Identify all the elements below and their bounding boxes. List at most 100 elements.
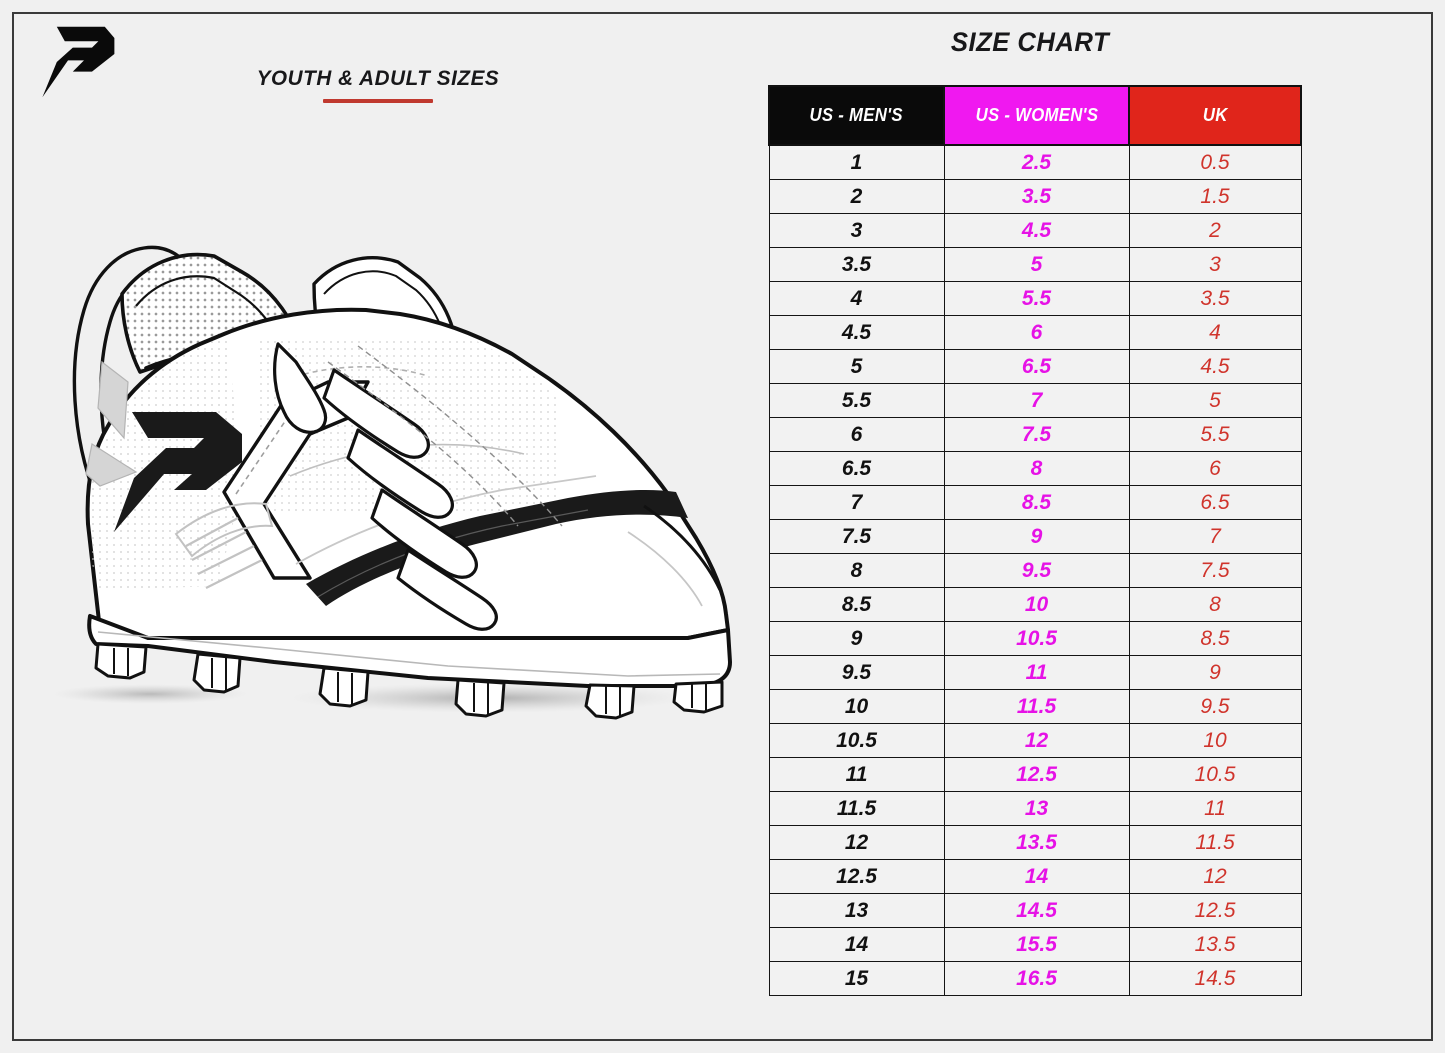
cell-uk: 10 — [1128, 722, 1302, 758]
cell-uk: 1.5 — [1128, 178, 1302, 214]
cell-us-womens: 14 — [943, 858, 1130, 894]
cell-us-mens: 3.5 — [768, 246, 945, 282]
cell-uk: 12 — [1128, 858, 1302, 894]
cell-uk: 14.5 — [1128, 960, 1302, 996]
cell-us-womens: 15.5 — [943, 926, 1130, 962]
cell-us-womens: 12 — [943, 722, 1130, 758]
angular-p-logo — [36, 22, 116, 100]
table-row: 7.5 9 7 — [768, 518, 1302, 554]
cell-us-mens: 14 — [768, 926, 945, 962]
column-header-uk: UK — [1128, 85, 1302, 146]
cell-us-mens: 12 — [768, 824, 945, 860]
table-row: 3.5 5 3 — [768, 246, 1302, 282]
left-heading: YOUTH & ADULT SIZES — [233, 66, 523, 103]
table-row: 11 12.5 10.5 — [768, 756, 1302, 792]
cell-uk: 10.5 — [1128, 756, 1302, 792]
table-row: 12 13.5 11.5 — [768, 824, 1302, 860]
cell-us-womens: 5.5 — [943, 280, 1130, 316]
table-row: 4 5.5 3.5 — [768, 280, 1302, 316]
cell-uk: 2 — [1128, 212, 1302, 248]
table-row: 10.5 12 10 — [768, 722, 1302, 758]
cell-us-womens: 2.5 — [943, 144, 1130, 180]
cell-uk: 7 — [1128, 518, 1302, 554]
column-header-uk-label: UK — [1202, 105, 1228, 125]
cell-us-mens: 5 — [768, 348, 945, 384]
size-chart-table: US - MEN'S US - WOMEN'S UK 1 2.5 0.5 2 3.5 1.… — [768, 85, 1302, 996]
cell-uk: 7.5 — [1128, 552, 1302, 588]
table-row: 13 14.5 12.5 — [768, 892, 1302, 928]
cell-us-womens: 10.5 — [943, 620, 1130, 656]
cell-uk: 5 — [1128, 382, 1302, 418]
cell-us-mens: 6.5 — [768, 450, 945, 486]
cell-us-womens: 5 — [943, 246, 1130, 282]
table-row: 6.5 8 6 — [768, 450, 1302, 486]
left-panel: YOUTH & ADULT SIZES — [28, 22, 758, 746]
left-heading-underline — [323, 99, 433, 103]
table-row: 4.5 6 4 — [768, 314, 1302, 350]
cell-us-womens: 9 — [943, 518, 1130, 554]
table-row: 14 15.5 13.5 — [768, 926, 1302, 962]
table-row: 9 10.5 8.5 — [768, 620, 1302, 656]
cell-us-mens: 12.5 — [768, 858, 945, 894]
cell-uk: 6.5 — [1128, 484, 1302, 520]
cell-us-mens: 11.5 — [768, 790, 945, 826]
cell-us-mens: 4 — [768, 280, 945, 316]
cell-us-mens: 10 — [768, 688, 945, 724]
cell-us-mens: 11 — [768, 756, 945, 792]
table-row: 7 8.5 6.5 — [768, 484, 1302, 520]
cell-us-womens: 11.5 — [943, 688, 1130, 724]
cell-uk: 11 — [1128, 790, 1302, 826]
cell-us-mens: 8 — [768, 552, 945, 588]
cell-us-mens: 13 — [768, 892, 945, 928]
column-header-us-mens-label: US - MEN'S — [809, 105, 904, 125]
cell-us-womens: 6.5 — [943, 348, 1130, 384]
cell-uk: 4 — [1128, 314, 1302, 350]
cell-us-womens: 10 — [943, 586, 1130, 622]
left-heading-text: YOUTH & ADULT SIZES — [256, 66, 500, 90]
table-header-row: US - MEN'S US - WOMEN'S UK — [768, 85, 1302, 146]
cell-us-womens: 7.5 — [943, 416, 1130, 452]
cell-us-mens: 7 — [768, 484, 945, 520]
cell-us-mens: 8.5 — [768, 586, 945, 622]
cell-us-womens: 3.5 — [943, 178, 1130, 214]
cell-us-mens: 2 — [768, 178, 945, 214]
table-row: 5.5 7 5 — [768, 382, 1302, 418]
table-row: 3 4.5 2 — [768, 212, 1302, 248]
table-row: 5 6.5 4.5 — [768, 348, 1302, 384]
table-row: 15 16.5 14.5 — [768, 960, 1302, 996]
cell-us-womens: 7 — [943, 382, 1130, 418]
cell-us-mens: 15 — [768, 960, 945, 996]
cell-us-mens: 3 — [768, 212, 945, 248]
table-row: 11.5 13 11 — [768, 790, 1302, 826]
column-header-us-mens: US - MEN'S — [768, 85, 945, 146]
table-row: 1 2.5 0.5 — [768, 144, 1302, 180]
cell-us-mens: 7.5 — [768, 518, 945, 554]
cell-us-womens: 12.5 — [943, 756, 1130, 792]
cell-us-womens: 8.5 — [943, 484, 1130, 520]
cell-us-womens: 13 — [943, 790, 1130, 826]
cell-us-womens: 14.5 — [943, 892, 1130, 928]
cell-uk: 12.5 — [1128, 892, 1302, 928]
football-cleat-illustration — [28, 186, 758, 746]
cell-uk: 5.5 — [1128, 416, 1302, 452]
table-row: 8 9.5 7.5 — [768, 552, 1302, 588]
cell-uk: 3 — [1128, 246, 1302, 282]
cell-us-mens: 1 — [768, 144, 945, 180]
cell-us-womens: 11 — [943, 654, 1130, 690]
cell-us-womens: 6 — [943, 314, 1130, 350]
cell-uk: 3.5 — [1128, 280, 1302, 316]
cell-us-womens: 8 — [943, 450, 1130, 486]
page-title: SIZE CHART — [950, 27, 1110, 57]
table-row: 8.5 10 8 — [768, 586, 1302, 622]
cell-uk: 13.5 — [1128, 926, 1302, 962]
cell-uk: 6 — [1128, 450, 1302, 486]
table-row: 10 11.5 9.5 — [768, 688, 1302, 724]
cell-us-womens: 16.5 — [943, 960, 1130, 996]
table-row: 2 3.5 1.5 — [768, 178, 1302, 214]
table-row: 9.5 11 9 — [768, 654, 1302, 690]
column-header-us-womens-label: US - WOMEN'S — [975, 105, 1098, 125]
cell-us-womens: 13.5 — [943, 824, 1130, 860]
cell-uk: 11.5 — [1128, 824, 1302, 860]
